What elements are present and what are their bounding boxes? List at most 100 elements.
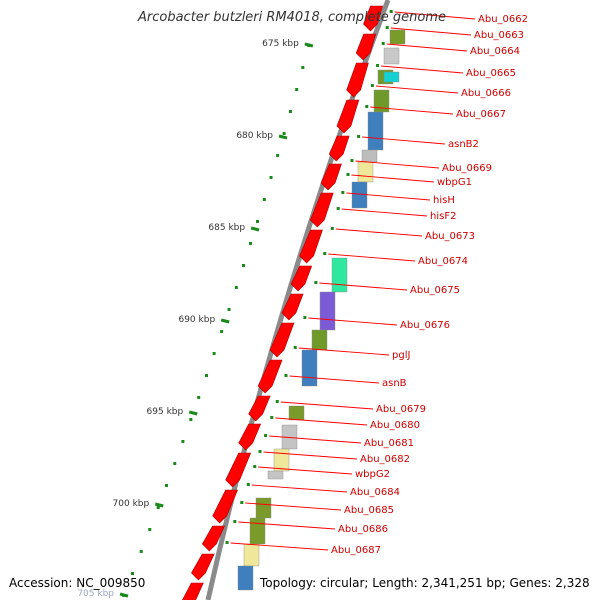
scale-dot [262, 198, 266, 201]
gene-label: Abu_0667 [456, 109, 506, 120]
annotation-block [243, 543, 260, 567]
gene-arrow [299, 229, 323, 264]
scale-dot [131, 572, 135, 575]
annotation-block [389, 29, 406, 45]
gene-marker-dot [264, 434, 268, 437]
gene-leader-line [280, 401, 374, 410]
gene-marker-dot [233, 520, 237, 523]
gene-leader-line [381, 65, 464, 74]
annotation-block [357, 161, 374, 183]
gene-marker-dot [253, 465, 257, 468]
annotation-block [255, 497, 272, 519]
gene-leader-line [263, 451, 358, 460]
gene-leader-line [394, 11, 476, 20]
scale-dot [241, 264, 245, 267]
gene-label: Abu_0682 [360, 454, 410, 465]
gene-marker-dot [225, 541, 229, 544]
gene-leader-line [390, 27, 472, 36]
gene-label: Abu_0664 [470, 46, 520, 57]
scale-tick-label: 675 kbp [262, 39, 299, 49]
scale-dot [165, 484, 169, 487]
gene-leader-line [355, 160, 440, 169]
gene-arrow [320, 163, 342, 191]
gene-arrow [238, 423, 262, 451]
annotation-block [351, 181, 368, 209]
gene-label: asnB2 [448, 139, 479, 150]
scale-dot [139, 550, 143, 553]
topology-text: Topology: circular; Length: 2,341,251 bp… [260, 576, 590, 590]
gene-arrow [191, 553, 215, 581]
gene-label: Abu_0676 [400, 320, 450, 331]
scale-dot [197, 396, 201, 399]
gene-marker-dot [350, 159, 354, 162]
gene-label: hisH [433, 195, 455, 206]
scale-tick-label: 690 kbp [178, 315, 215, 325]
gene-marker-dot [293, 346, 297, 349]
gene-leader-line [375, 85, 459, 94]
scale-dot [212, 352, 216, 355]
scale-tick [154, 502, 164, 508]
scale-tick-label: 685 kbp [208, 223, 245, 233]
gene-label: Abu_0687 [331, 545, 381, 556]
gene-marker-dot [346, 173, 350, 176]
gene-arrow [290, 265, 313, 292]
gene-label: Abu_0669 [442, 163, 492, 174]
gene-label: wbpG1 [437, 177, 472, 188]
gene-label: Abu_0685 [344, 505, 394, 516]
gene-marker-dot [258, 450, 262, 453]
gene-marker-dot [275, 400, 279, 403]
scale-dot [148, 528, 152, 531]
gene-arrow [336, 99, 360, 134]
gene-label: asnB [382, 378, 407, 389]
gene-leader-line [251, 484, 348, 493]
annotation-block [331, 257, 348, 293]
gene-label: pglJ [392, 350, 410, 361]
scale-dot [301, 66, 305, 69]
gene-label: Abu_0686 [338, 524, 388, 535]
gene-label: Abu_0673 [425, 231, 475, 242]
scale-tick [304, 42, 314, 48]
annotation-block [367, 111, 384, 151]
annotation-block [267, 470, 284, 480]
gene-marker-dot [314, 281, 318, 284]
annotation-block [319, 291, 336, 331]
gene-arrow [201, 525, 226, 552]
gene-leader-line [370, 106, 454, 115]
gene-leader-line [328, 253, 416, 262]
gene-arrow [225, 452, 252, 488]
gene-leader-line [258, 466, 353, 475]
gene-label: Abu_0680 [370, 420, 420, 431]
gene-marker-dot [370, 84, 374, 87]
scale-dot [288, 110, 292, 113]
annotation-block [311, 329, 328, 351]
gene-label: Abu_0662 [478, 14, 528, 25]
gene-arrow [281, 293, 304, 321]
gene-arrow [212, 489, 239, 524]
gene-arrow [248, 395, 271, 422]
gene-marker-dot [381, 42, 385, 45]
gene-marker-dot [330, 227, 334, 230]
gene-arrow [363, 5, 383, 32]
gene-label: Abu_0675 [410, 285, 460, 296]
gene-leader-line [269, 435, 362, 444]
gene-leader-line [362, 136, 446, 145]
scale-tick [278, 134, 288, 140]
gene-arrow [257, 359, 283, 394]
scale-dot [295, 88, 299, 91]
gene-leader-line [335, 228, 423, 237]
gene-leader-line [308, 317, 398, 326]
scale-tick [188, 410, 198, 416]
annotation-block [383, 71, 400, 83]
gene-arrow [182, 582, 204, 600]
scale-tick [119, 592, 129, 598]
gene-marker-dot [323, 252, 327, 255]
annotation-block [273, 448, 290, 472]
annotation-block [383, 47, 400, 65]
scale-tick [250, 226, 260, 232]
gene-marker-dot [341, 191, 345, 194]
gene-marker-dot [303, 316, 307, 319]
gene-marker-dot [376, 64, 380, 67]
gene-leader-line [298, 347, 390, 356]
gene-label: hisF2 [430, 211, 456, 222]
